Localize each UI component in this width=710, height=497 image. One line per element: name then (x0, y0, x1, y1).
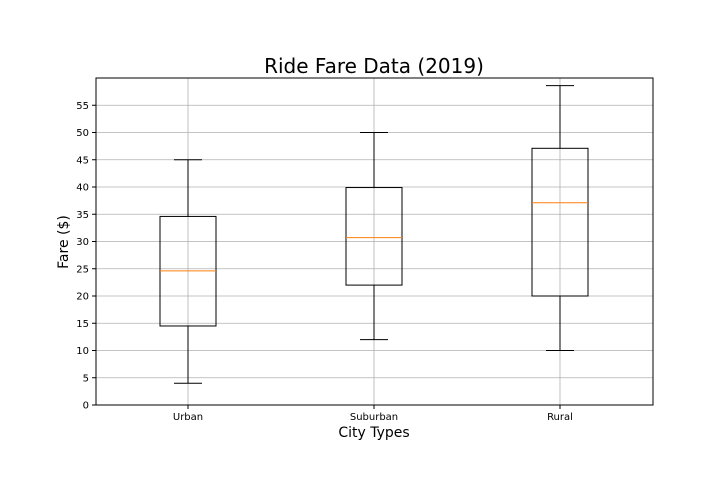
y-tick-label: 0 (83, 401, 89, 412)
box-suburban (345, 132, 403, 341)
x-tick-label-urban: Urban (173, 412, 203, 423)
chart-title: Ride Fare Data (2019) (264, 54, 484, 78)
grid-lines (96, 78, 653, 406)
y-axis-label: Fare ($) (56, 215, 72, 269)
x-axis-label: City Types (338, 425, 409, 441)
box-urban (159, 159, 217, 384)
y-tick-label: 10 (76, 346, 89, 357)
y-tick-label: 35 (76, 210, 89, 221)
x-tick-label-suburban: Suburban (350, 412, 398, 423)
iqr-box-rural (531, 147, 589, 297)
y-tick-label: 40 (76, 183, 89, 194)
y-tick-label: 30 (76, 237, 89, 248)
x-tick-label-rural: Rural (547, 412, 573, 423)
iqr-box-suburban (345, 187, 403, 286)
y-tick-label: 50 (76, 128, 89, 139)
y-tick-label: 5 (83, 373, 89, 384)
y-axis-ticks: 0 5 10 15 20 25 30 35 40 45 50 55 (76, 101, 96, 412)
y-tick-label: 55 (76, 101, 89, 112)
y-tick-label: 15 (76, 319, 89, 330)
y-tick-label: 20 (76, 292, 89, 303)
box-rural (531, 85, 589, 351)
y-tick-label: 25 (76, 264, 89, 275)
x-axis-ticks: Urban Suburban Rural (173, 405, 573, 423)
boxes-layer (159, 85, 589, 384)
y-tick-label: 45 (76, 155, 89, 166)
